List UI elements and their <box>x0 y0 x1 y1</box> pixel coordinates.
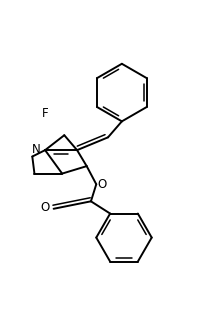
Text: O: O <box>40 201 50 214</box>
Text: O: O <box>97 178 106 191</box>
Text: F: F <box>42 107 48 120</box>
Text: N: N <box>32 143 41 155</box>
